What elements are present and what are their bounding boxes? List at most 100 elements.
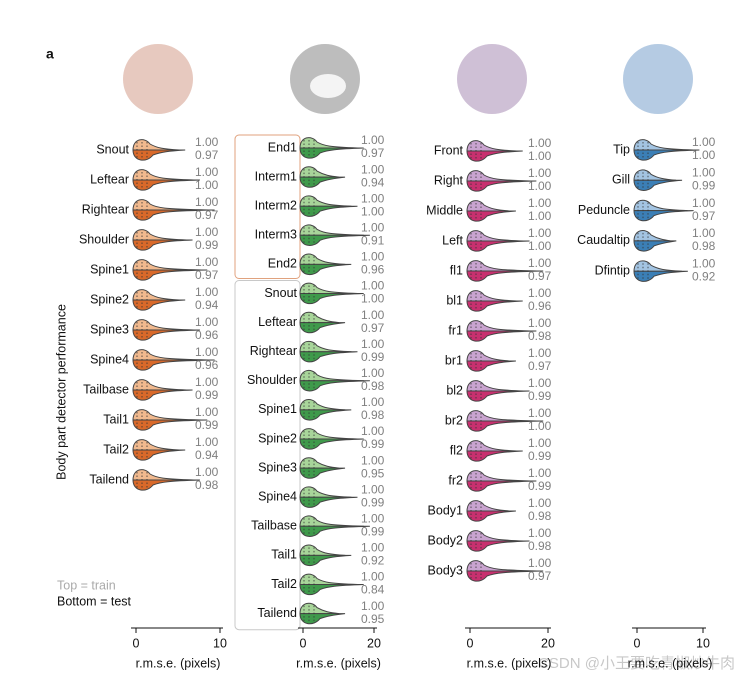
category-label: Spine1 [90,262,129,276]
test-value: 0.99 [361,437,385,451]
train-value: 1.00 [361,191,385,205]
violin [466,530,530,552]
test-value: 0.98 [528,329,552,343]
category-label: fr1 [448,323,463,337]
category-label: Right [434,173,464,187]
violin [466,290,523,312]
train-value: 1.00 [195,255,219,269]
train-value: 1.00 [361,541,385,555]
test-value: 0.94 [195,448,219,462]
test-value: 0.97 [528,269,552,283]
category-label: Tail2 [271,577,297,591]
x-tick-label: 20 [541,636,555,650]
violin-bottom [466,360,516,372]
violin [299,369,370,392]
train-value: 1.00 [361,424,385,438]
legend-test: Bottom = test [57,594,132,608]
violin [633,139,700,161]
category-label: bl1 [446,293,463,307]
violin-top [466,140,517,152]
violin [466,440,523,462]
train-value: 1.00 [528,526,552,540]
violin-top [466,290,517,302]
train-value: 1.00 [361,337,385,351]
category-label: Rightear [250,344,297,358]
test-value: 0.84 [361,583,385,597]
category-label: Shoulder [79,232,129,246]
test-value: 0.98 [195,478,219,492]
category-label: Shoulder [247,373,297,387]
train-value: 1.00 [361,220,385,234]
train-value: 1.00 [528,196,552,210]
category-label: Interm1 [255,169,297,183]
category-label: Middle [426,203,463,217]
train-value: 1.00 [692,256,716,270]
test-value: 0.98 [528,509,552,523]
test-value: 0.95 [361,612,385,626]
violin [299,486,358,508]
violin [299,457,346,479]
train-value: 1.00 [528,136,552,150]
category-label: Interm3 [255,228,297,242]
train-value: 1.00 [195,375,219,389]
category-label: Front [434,143,464,157]
violin-bottom [132,209,215,221]
violin [466,380,530,402]
category-label: Leftear [258,315,297,329]
violin-bottom [299,613,346,625]
train-value: 1.00 [195,165,219,179]
violin-bottom [299,176,346,188]
x-axis-label: r.m.s.e. (pixels) [136,656,221,670]
violin-top [633,260,682,272]
test-value: 1.00 [361,292,385,306]
category-label: br1 [445,353,463,367]
violin-top [132,379,187,391]
watermark: CSDN @小王要吃青椒炒牛肉 [538,655,735,672]
violin [299,544,352,566]
test-value: 0.96 [195,358,219,372]
mouse-icon [123,44,193,114]
category-label: fr2 [448,473,463,487]
violin [299,515,370,537]
violin-bottom [132,389,193,401]
violin-bottom [299,263,352,275]
category-label: Body1 [428,503,463,517]
test-value: 1.00 [528,149,552,163]
category-label: Gill [612,173,630,187]
category-label: Body2 [428,533,463,547]
violin-bottom [633,210,694,222]
category-label: Tip [613,142,630,156]
violin-top [299,311,340,324]
violin-bottom [633,240,677,252]
violin-top [466,320,531,332]
category-label: Spine3 [258,460,297,474]
violin-top [132,139,180,151]
category-label: Tail2 [103,442,129,456]
test-value: 1.00 [692,148,716,162]
category-label: Tailend [257,606,297,620]
violin [466,170,537,192]
test-value: 1.00 [528,239,552,253]
violin-bottom [299,234,370,246]
test-value: 0.99 [195,388,219,402]
violin [466,260,544,282]
violin-top [299,515,364,527]
violin-top [466,500,510,512]
test-value: 0.91 [361,233,385,247]
test-value: 0.94 [195,298,219,312]
train-value: 1.00 [361,482,385,496]
violin-bottom [299,409,352,421]
violin-bottom [466,270,544,282]
violin [299,399,352,421]
train-value: 1.00 [528,226,552,240]
category-label: fl2 [450,443,463,457]
test-value: 0.95 [361,466,385,480]
test-value: 0.97 [692,209,716,223]
violin-top [299,195,352,207]
test-value: 0.99 [692,178,716,192]
violin-bottom [132,449,186,461]
y-axis-label: Body part detector performance [54,304,68,480]
x-tick-label: 10 [696,636,710,650]
violin-bottom [299,554,352,566]
violin-bottom [466,510,516,522]
